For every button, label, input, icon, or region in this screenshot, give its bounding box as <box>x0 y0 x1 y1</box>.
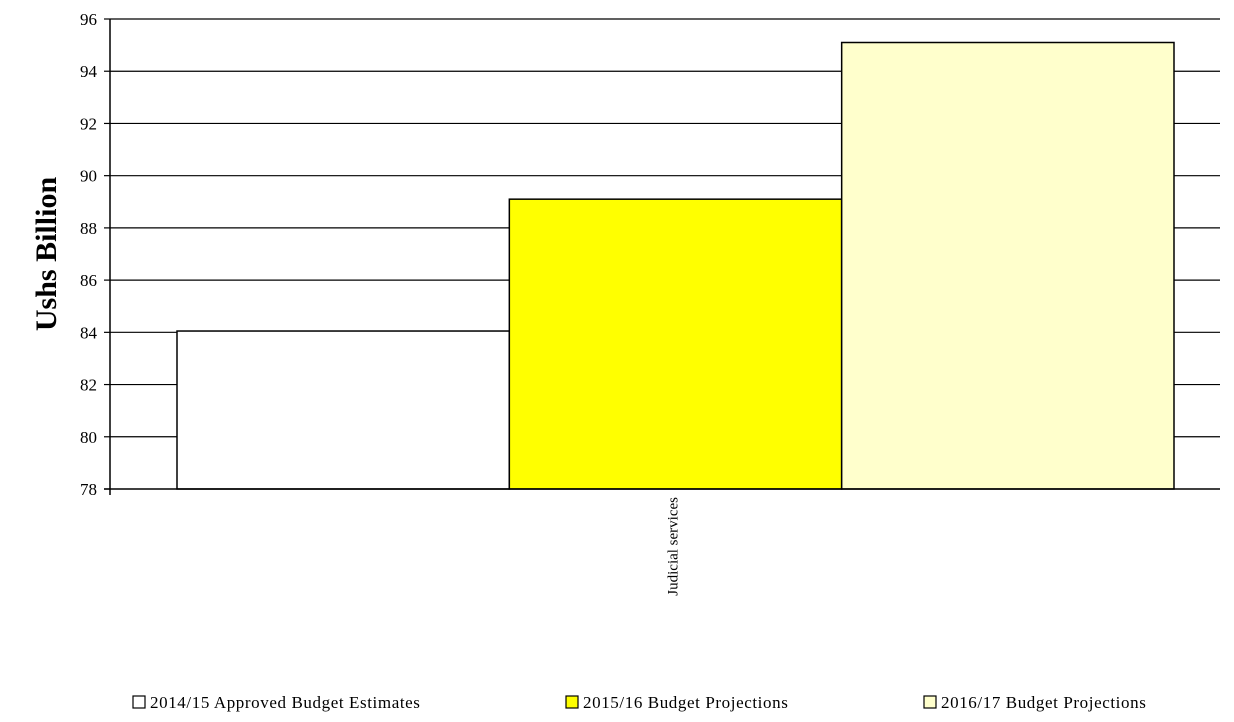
y-tick-label: 94 <box>80 62 98 81</box>
legend-label: 2016/17 Budget Projections <box>941 693 1146 712</box>
y-tick-label: 88 <box>80 219 97 238</box>
axes <box>104 18 1220 495</box>
bar <box>176 330 511 490</box>
y-tick-label: 86 <box>80 271 97 290</box>
legend: 2014/15 Approved Budget Estimates 2015/16… <box>132 693 1146 712</box>
y-tick-label: 84 <box>80 323 98 342</box>
legend-label: 2014/15 Approved Budget Estimates <box>150 693 421 712</box>
bar <box>508 198 843 490</box>
y-tick-label: 96 <box>80 10 97 29</box>
legend-label: 2015/16 Budget Projections <box>583 693 788 712</box>
y-tick-label: 90 <box>80 167 97 186</box>
y-tick-label: 82 <box>80 376 97 395</box>
y-axis-title: Ushs Billion <box>30 177 63 332</box>
y-tick-label: 80 <box>80 428 97 447</box>
legend-swatch <box>923 695 937 709</box>
legend-swatch <box>565 695 579 709</box>
bars <box>176 41 1175 490</box>
x-tick-label: Judicial services <box>666 497 682 596</box>
y-tick-label: 78 <box>80 480 97 499</box>
bar <box>840 41 1175 490</box>
y-tick-label: 92 <box>80 114 97 133</box>
labels: 78 80 82 84 86 88 90 92 94 96 Ushs Billion Judicial… <box>30 10 682 596</box>
legend-swatch <box>132 695 146 709</box>
